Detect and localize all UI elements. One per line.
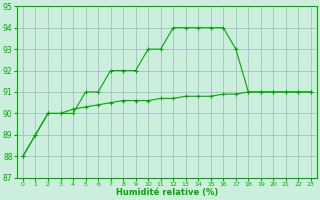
X-axis label: Humidité relative (%): Humidité relative (%) [116,188,218,197]
